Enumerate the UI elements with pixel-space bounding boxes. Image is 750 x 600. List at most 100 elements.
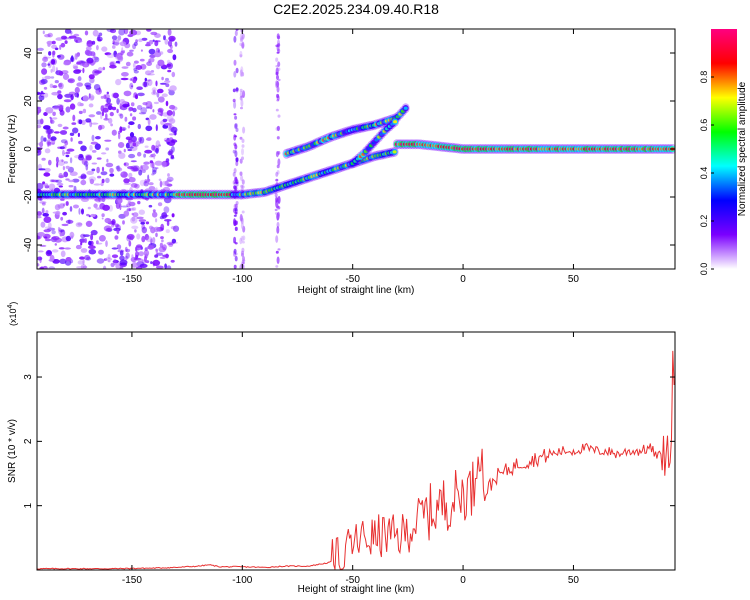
- noise-streak: [233, 71, 237, 78]
- noise-speckle: [127, 148, 133, 152]
- noise-speckle: [37, 47, 44, 52]
- noise-speckle: [157, 88, 164, 94]
- noise-speckle: [134, 229, 137, 233]
- noise-speckle: [88, 94, 95, 101]
- noise-speckle: [118, 113, 122, 117]
- noise-speckle: [112, 40, 115, 45]
- noise-speckle: [105, 103, 113, 106]
- noise-speckle: [128, 121, 135, 126]
- noise-speckle: [148, 204, 153, 208]
- noise-speckle: [170, 37, 175, 42]
- noise-speckle: [149, 104, 153, 110]
- noise-speckle: [140, 49, 143, 52]
- noise-streak: [234, 252, 238, 256]
- noise-speckle: [93, 84, 101, 91]
- noise-speckle: [116, 108, 119, 114]
- noise-speckle: [117, 55, 123, 61]
- noise-speckle: [40, 118, 44, 125]
- noise-speckle: [65, 154, 70, 158]
- noise-streak: [275, 178, 279, 182]
- noise-speckle: [88, 93, 91, 99]
- noise-speckle: [138, 112, 147, 115]
- noise-speckle: [43, 183, 49, 187]
- noise-speckle: [113, 50, 118, 58]
- noise-speckle: [88, 245, 96, 250]
- noise-streak: [239, 54, 243, 58]
- noise-streak: [242, 126, 246, 134]
- noise-speckle: [164, 219, 172, 222]
- noise-speckle: [148, 182, 154, 186]
- noise-speckle: [51, 44, 58, 49]
- snr-x-tick-label: -100: [232, 575, 252, 586]
- noise-speckle: [43, 125, 51, 130]
- noise-speckle: [151, 173, 155, 176]
- noise-speckle: [142, 81, 149, 88]
- noise-speckle: [136, 105, 143, 110]
- noise-speckle: [142, 102, 148, 106]
- noise-speckle: [129, 113, 133, 117]
- noise-speckle: [159, 51, 164, 55]
- noise-speckle: [84, 160, 89, 167]
- noise-speckle: [74, 92, 80, 98]
- noise-speckle: [153, 152, 156, 160]
- noise-speckle: [141, 226, 147, 234]
- noise-speckle: [69, 103, 76, 110]
- noise-streak: [233, 134, 237, 141]
- noise-streak: [277, 67, 281, 71]
- noise-speckle: [60, 198, 65, 201]
- noise-speckle: [54, 243, 57, 246]
- noise-streak: [234, 30, 238, 37]
- noise-speckle: [171, 213, 175, 218]
- noise-speckle: [170, 259, 175, 263]
- noise-speckle: [77, 222, 83, 226]
- noise-speckle: [44, 236, 48, 239]
- noise-speckle: [148, 48, 156, 55]
- noise-speckle: [171, 71, 176, 78]
- noise-speckle: [135, 251, 140, 257]
- noise-speckle: [64, 140, 69, 146]
- noise-speckle: [105, 162, 114, 168]
- noise-speckle: [163, 196, 172, 204]
- noise-speckle: [65, 165, 70, 169]
- spectrogram-y-axis-label: Frequency (Hz): [7, 115, 18, 184]
- noise-speckle: [127, 201, 132, 204]
- spectrogram-x-tick-label: -150: [122, 274, 142, 285]
- noise-streak: [240, 235, 244, 242]
- noise-speckle: [164, 180, 169, 186]
- noise-speckle: [120, 171, 124, 175]
- noise-speckle: [174, 41, 178, 47]
- noise-speckle: [62, 149, 65, 156]
- noise-speckle: [59, 146, 65, 150]
- noise-speckle: [113, 39, 120, 46]
- snr-x-tick-label: 50: [568, 575, 580, 586]
- noise-streak: [274, 192, 278, 198]
- noise-speckle: [50, 76, 55, 79]
- noise-streak: [233, 142, 237, 147]
- noise-speckle: [111, 247, 119, 250]
- noise-speckle: [138, 137, 142, 142]
- spectrogram-echoes: [37, 103, 675, 200]
- noise-speckle: [91, 40, 96, 45]
- noise-speckle: [151, 161, 155, 169]
- noise-speckle: [163, 35, 166, 41]
- noise-streak: [275, 151, 279, 158]
- noise-speckle: [133, 41, 138, 47]
- noise-speckle: [52, 259, 60, 264]
- noise-speckle: [82, 95, 89, 102]
- noise-speckle: [37, 263, 40, 267]
- noise-speckle: [168, 118, 176, 124]
- noise-speckle: [43, 112, 48, 116]
- noise-streak: [232, 88, 236, 93]
- noise-speckle: [96, 45, 99, 51]
- noise-speckle: [68, 179, 75, 183]
- noise-speckle: [164, 263, 168, 269]
- noise-speckle: [117, 142, 125, 148]
- noise-streak: [234, 203, 238, 209]
- noise-speckle: [51, 230, 56, 235]
- noise-streak: [276, 136, 280, 140]
- noise-speckle: [45, 210, 49, 214]
- noise-streak: [242, 261, 245, 264]
- noise-streak: [232, 180, 236, 185]
- noise-speckle: [145, 125, 153, 132]
- noise-speckle: [158, 178, 162, 181]
